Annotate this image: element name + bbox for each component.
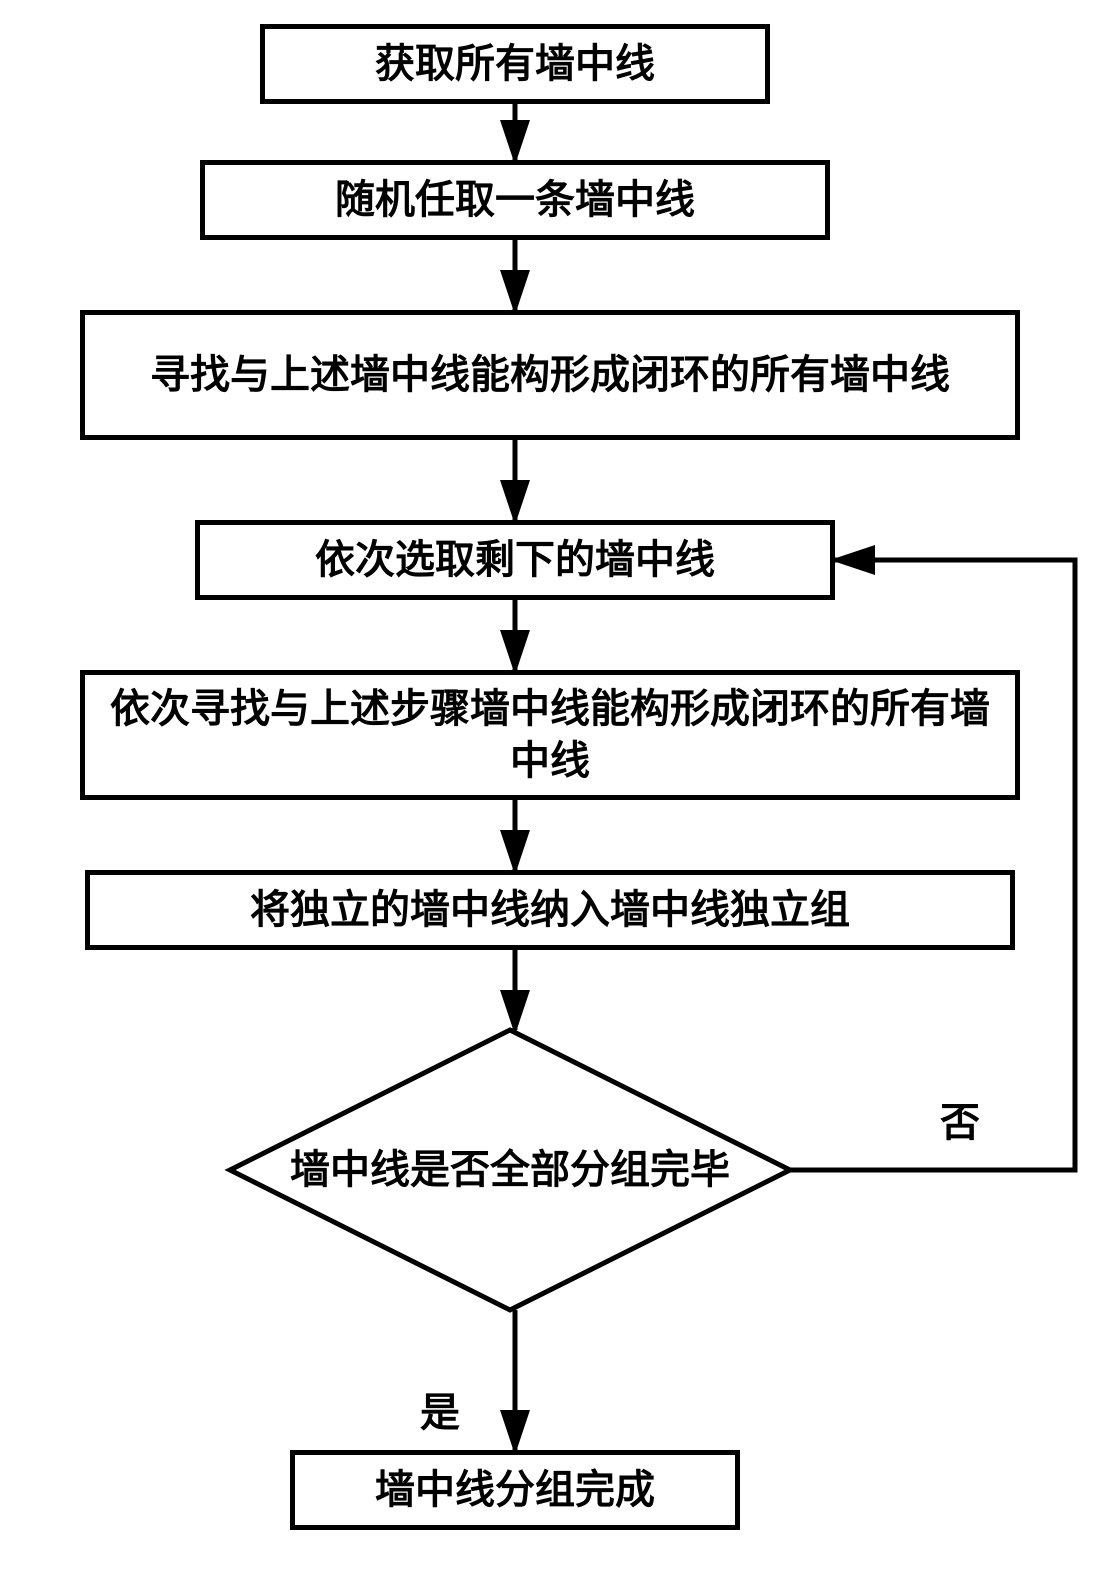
flowchart-decision-n7: 墙中线是否全部分组完毕 bbox=[230, 1030, 790, 1310]
flowchart-edge-label-6: 是 bbox=[420, 1380, 460, 1438]
flowchart-edge-n7-n4 bbox=[790, 560, 1075, 1170]
flowchart-node-n1: 获取所有墙中线 bbox=[260, 24, 770, 104]
flowchart-node-n6: 将独立的墙中线纳入墙中线独立组 bbox=[85, 870, 1015, 950]
flowchart-node-n5: 依次寻找与上述步骤墙中线能构形成闭环的所有墙中线 bbox=[80, 670, 1020, 800]
flowchart-node-n4: 依次选取剩下的墙中线 bbox=[195, 520, 835, 600]
flowchart-edge-label-7: 否 bbox=[940, 1090, 980, 1148]
flowchart-node-n8: 墙中线分组完成 bbox=[290, 1450, 740, 1530]
flowchart-node-n2: 随机任取一条墙中线 bbox=[200, 160, 830, 240]
flowchart-decision-text-n7: 墙中线是否全部分组完毕 bbox=[230, 1030, 790, 1310]
flowchart-node-n3: 寻找与上述墙中线能构形成闭环的所有墙中线 bbox=[80, 310, 1020, 440]
